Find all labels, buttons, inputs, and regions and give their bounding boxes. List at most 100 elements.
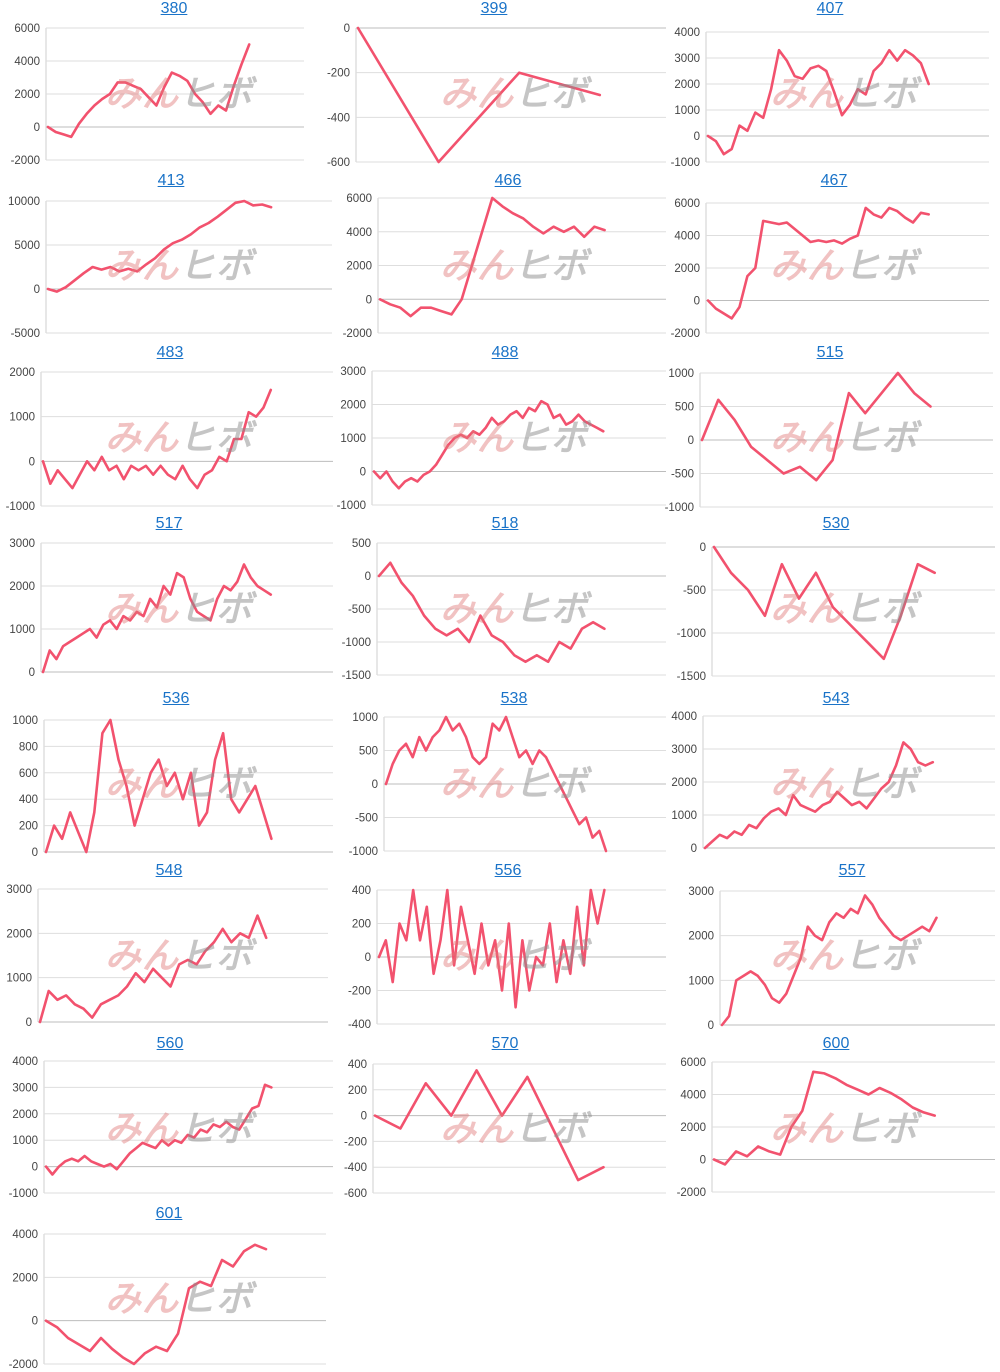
series-line	[38, 914, 268, 1024]
line-chart: 0 -200 -400 -600	[327, 23, 666, 169]
line-chart: 1000 500 0 -500 -1000	[349, 712, 666, 858]
y-tick-label: 6000	[680, 1057, 706, 1069]
chart-title-link[interactable]: 557	[838, 862, 866, 879]
chart-title-link[interactable]: 407	[816, 0, 844, 17]
y-tick-label: 1000	[9, 412, 35, 424]
y-tick-label: -500	[683, 585, 706, 597]
y-tick-label: -1000	[665, 502, 694, 514]
y-tick-label: 1000	[340, 433, 366, 445]
y-tick-label: -200	[344, 1136, 367, 1148]
chart-title-link[interactable]: 483	[156, 344, 184, 361]
y-tick-label: 2000	[688, 931, 714, 943]
chart-title-link[interactable]: 600	[822, 1035, 850, 1052]
series-line	[46, 43, 251, 139]
y-tick-label: 0	[360, 467, 366, 479]
y-tick-label: 6000	[674, 198, 700, 210]
y-tick-label: 1000	[12, 715, 38, 727]
y-tick-label: 0	[32, 847, 38, 859]
series-line	[46, 199, 273, 293]
chart-title-link[interactable]: 517	[155, 515, 183, 532]
chart-title-link[interactable]: 536	[162, 690, 190, 707]
series-line	[377, 888, 606, 1009]
chart-title-link[interactable]: 467	[820, 172, 848, 189]
line-chart: 1000 500 0 -500 -1000	[665, 368, 993, 514]
y-tick-label: 0	[708, 1020, 714, 1032]
line-chart: 3000 2000 1000 0	[6, 884, 328, 1029]
chart-title-link[interactable]: 488	[491, 344, 519, 361]
y-tick-label: 1000	[9, 624, 35, 636]
y-tick-label: 200	[348, 1085, 367, 1097]
chart-title-link[interactable]: 548	[155, 862, 183, 879]
y-tick-label: 0	[344, 23, 350, 35]
chart-title-link[interactable]: 399	[480, 0, 508, 17]
line-chart: 1000 800 600 400 200 0	[12, 715, 333, 859]
y-tick-label: 0	[29, 667, 35, 679]
y-tick-label: -1500	[342, 670, 371, 682]
series-line	[706, 48, 931, 156]
y-tick-label: 6000	[346, 193, 372, 205]
line-chart: 4000 3000 2000 1000 0 -1000	[9, 1056, 333, 1200]
series-line	[712, 545, 937, 661]
line-chart: 6000 4000 2000 0 -2000	[343, 193, 666, 340]
chart-title-link[interactable]: 543	[822, 690, 850, 707]
chart-title-link[interactable]: 556	[494, 862, 522, 879]
series-line	[44, 1083, 273, 1176]
y-tick-label: 2000	[340, 400, 366, 412]
y-tick-label: 1000	[671, 810, 697, 822]
line-chart: 500 0 -500 -1000 -1500	[342, 538, 666, 682]
y-tick-label: 2000	[671, 777, 697, 789]
y-tick-label: 2000	[14, 89, 40, 101]
y-tick-label: -600	[344, 1188, 367, 1200]
chart-title-link[interactable]: 538	[500, 690, 528, 707]
y-tick-label: 1000	[688, 975, 714, 987]
chart-title-link[interactable]: 466	[494, 172, 522, 189]
chart-title-link[interactable]: 570	[491, 1035, 519, 1052]
y-tick-label: 4000	[346, 227, 372, 239]
series-line	[384, 715, 608, 853]
y-tick-label: -5000	[11, 328, 40, 340]
y-tick-label: -1000	[671, 157, 700, 169]
y-tick-label: 0	[361, 1111, 367, 1123]
y-tick-label: 5000	[14, 240, 40, 252]
y-tick-label: 1000	[668, 368, 694, 380]
y-tick-label: 0	[29, 456, 35, 468]
y-tick-label: 200	[352, 919, 371, 931]
series-line	[356, 26, 602, 164]
chart-title-link[interactable]: 560	[156, 1035, 184, 1052]
series-line	[373, 1069, 605, 1182]
series-line	[41, 388, 273, 490]
y-tick-label: -2000	[11, 155, 40, 167]
y-tick-label: 0	[366, 294, 372, 306]
y-tick-label: -200	[348, 986, 371, 998]
y-tick-label: -400	[327, 112, 350, 124]
series-line	[700, 371, 932, 482]
line-chart: 400 200 0 -200 -400	[348, 885, 666, 1031]
y-tick-label: 4000	[12, 1056, 38, 1068]
y-tick-label: -400	[348, 1019, 371, 1031]
chart-title-link[interactable]: 518	[491, 515, 519, 532]
series-line	[41, 563, 273, 674]
y-tick-label: 4000	[12, 1229, 38, 1241]
chart-title-link[interactable]: 380	[160, 0, 188, 17]
y-tick-label: 0	[365, 571, 371, 583]
y-tick-label: 600	[19, 768, 38, 780]
y-tick-label: 500	[359, 746, 378, 758]
chart-title-link[interactable]: 601	[155, 1205, 183, 1222]
y-tick-label: -500	[355, 813, 378, 825]
chart-title-link[interactable]: 515	[816, 344, 844, 361]
y-tick-label: 200	[19, 821, 38, 833]
y-tick-label: 0	[700, 1155, 706, 1167]
y-tick-label: 2000	[6, 928, 32, 940]
y-tick-label: 4000	[674, 27, 700, 39]
y-tick-label: 4000	[674, 231, 700, 243]
line-chart: 6000 4000 2000 0 -2000	[11, 23, 304, 167]
y-tick-label: -2000	[343, 328, 372, 340]
y-tick-label: 0	[700, 542, 706, 554]
line-chart: 2000 1000 0 -1000	[6, 367, 333, 513]
y-tick-label: 2000	[674, 263, 700, 275]
y-tick-label: -2000	[671, 328, 700, 340]
y-tick-label: 2000	[9, 581, 35, 593]
y-tick-label: -2000	[677, 1187, 706, 1199]
chart-title-link[interactable]: 413	[157, 172, 185, 189]
chart-title-link[interactable]: 530	[822, 515, 850, 532]
